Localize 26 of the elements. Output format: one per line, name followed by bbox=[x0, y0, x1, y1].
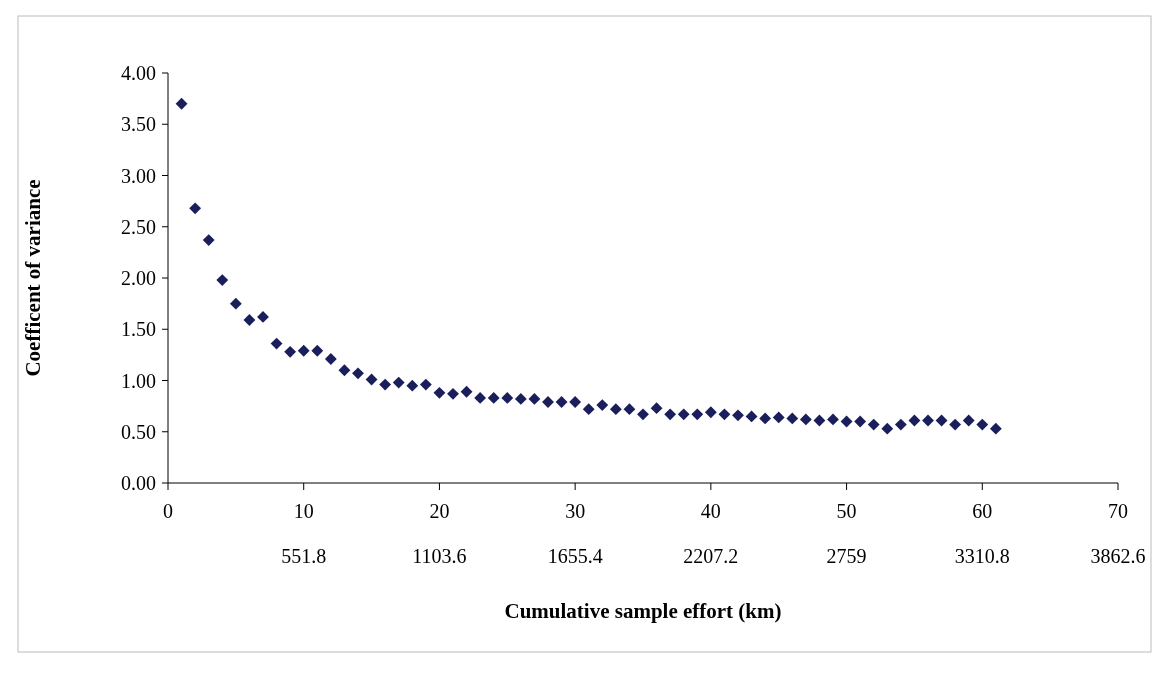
x2-tick-label: 3862.6 bbox=[1090, 545, 1146, 567]
y-tick-label: 2.00 bbox=[121, 267, 156, 289]
x2-tick-label: 1655.4 bbox=[547, 545, 603, 567]
x-tick-label: 20 bbox=[429, 500, 450, 522]
x2-tick-label: 551.8 bbox=[281, 545, 327, 567]
x-tick-label: 0 bbox=[163, 500, 173, 522]
y-tick-label: 2.50 bbox=[121, 215, 156, 238]
y-tick-label: 0.50 bbox=[121, 420, 156, 443]
y-tick-label: 0.00 bbox=[121, 472, 156, 494]
x-tick-label: 40 bbox=[700, 500, 721, 522]
x-tick-label: 30 bbox=[565, 500, 586, 522]
x-tick-label: 10 bbox=[293, 500, 314, 522]
x2-tick-label: 1103.6 bbox=[412, 545, 467, 567]
x-tick-label: 70 bbox=[1108, 500, 1128, 522]
y-tick-label: 1.00 bbox=[121, 369, 156, 392]
x2-tick-label: 2207.2 bbox=[683, 545, 739, 567]
x2-tick-label: 3310.8 bbox=[954, 545, 1010, 567]
x-tick-label: 50 bbox=[836, 500, 857, 522]
y-tick-label: 3.00 bbox=[121, 164, 156, 187]
y-tick-label: 3.50 bbox=[121, 113, 156, 136]
y-tick-label: 1.50 bbox=[121, 318, 156, 341]
x2-tick-label: 2759 bbox=[826, 545, 867, 567]
y-axis-title: Coefficent of variance bbox=[21, 179, 45, 377]
x-axis-title: Cumulative sample effort (km) bbox=[504, 599, 782, 623]
x-tick-label: 60 bbox=[972, 500, 993, 522]
y-tick-label: 4.00 bbox=[121, 62, 156, 84]
